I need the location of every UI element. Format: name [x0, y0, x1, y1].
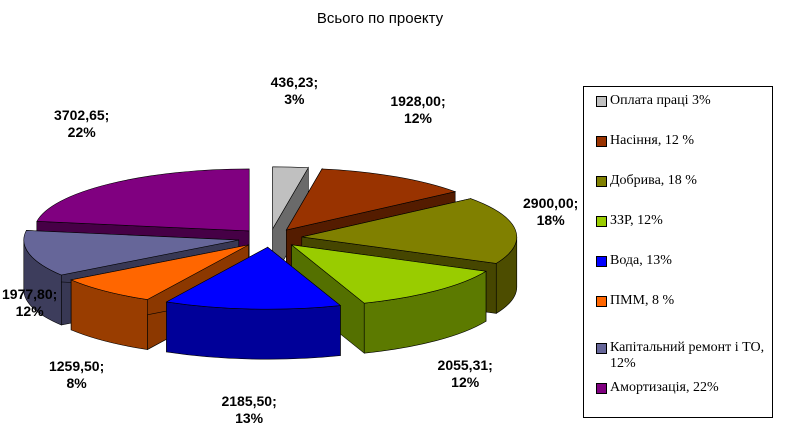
legend-swatch: [596, 176, 607, 187]
legend-label: Амортизація, 22%: [610, 380, 719, 395]
legend-swatch: [596, 256, 607, 267]
legend-label: ПММ, 8 %: [610, 293, 675, 308]
pie-slice-top-5: [70, 244, 249, 300]
data-label-6: 1977,80; 12%: [2, 286, 57, 320]
legend-label: ЗЗР, 12%: [610, 213, 663, 228]
pie-slice-top-1: [285, 168, 457, 231]
legend-swatch: [596, 383, 607, 394]
pie-slice-top-2: [301, 198, 518, 264]
legend: Оплата праці 3% Насіння, 12 % Добрива, 18 …: [583, 86, 773, 418]
pie-slice-top-0: [272, 166, 309, 230]
data-label-percent: 8%: [66, 375, 87, 392]
data-label-percent: 18%: [536, 212, 565, 229]
chart-title: Всього по проекту: [316, 10, 444, 27]
data-label-4: 2185,50; 13%: [221, 393, 276, 427]
data-label-value: 1928,00;: [390, 93, 446, 110]
data-label-value: 2185,50;: [221, 392, 277, 409]
legend-label: Добрива, 18 %: [610, 173, 697, 188]
legend-swatch: [596, 296, 607, 307]
legend-label: Вода, 13%: [610, 253, 672, 268]
pie-slice-side-4-0: [166, 301, 341, 360]
data-label-2: 2900,00; 18%: [523, 195, 578, 229]
legend-label: Насіння, 12 %: [610, 133, 695, 148]
data-label-3: 2055,31; 12%: [438, 357, 493, 391]
data-label-percent: 3%: [284, 91, 305, 108]
legend-swatch: [596, 96, 607, 107]
pie-slice-top-6: [23, 230, 239, 276]
data-label-percent: 12%: [451, 374, 480, 391]
data-label-value: 1259,50;: [48, 358, 105, 375]
data-label-percent: 13%: [235, 409, 264, 426]
pie-slice-top-7: [36, 168, 250, 232]
pie-slice-top-4: [165, 246, 342, 310]
data-label-value: 2900,00;: [523, 195, 579, 212]
data-label-value: 1977,80;: [2, 286, 58, 303]
data-label-value: 436,23;: [270, 74, 319, 91]
data-label-0: 436,23; 3%: [271, 74, 318, 108]
data-label-percent: 22%: [67, 123, 96, 140]
data-label-value: 2055,31;: [437, 357, 493, 374]
data-label-5: 1259,50; 8%: [49, 358, 104, 392]
pie-slice-4: [165, 246, 342, 360]
pie-slice-top-3: [290, 244, 487, 304]
legend-label: Оплата праці 3%: [610, 93, 711, 108]
legend-label: Капітальний ремонт і ТО, 12%: [610, 340, 765, 371]
data-label-7: 3702,65; 22%: [54, 107, 109, 141]
legend-swatch: [596, 216, 607, 227]
legend-swatch: [596, 136, 607, 147]
data-label-value: 3702,65;: [54, 106, 110, 123]
data-label-1: 1928,00; 12%: [390, 93, 445, 127]
data-label-percent: 12%: [403, 110, 432, 127]
legend-swatch: [596, 343, 607, 354]
data-label-percent: 12%: [15, 303, 44, 320]
